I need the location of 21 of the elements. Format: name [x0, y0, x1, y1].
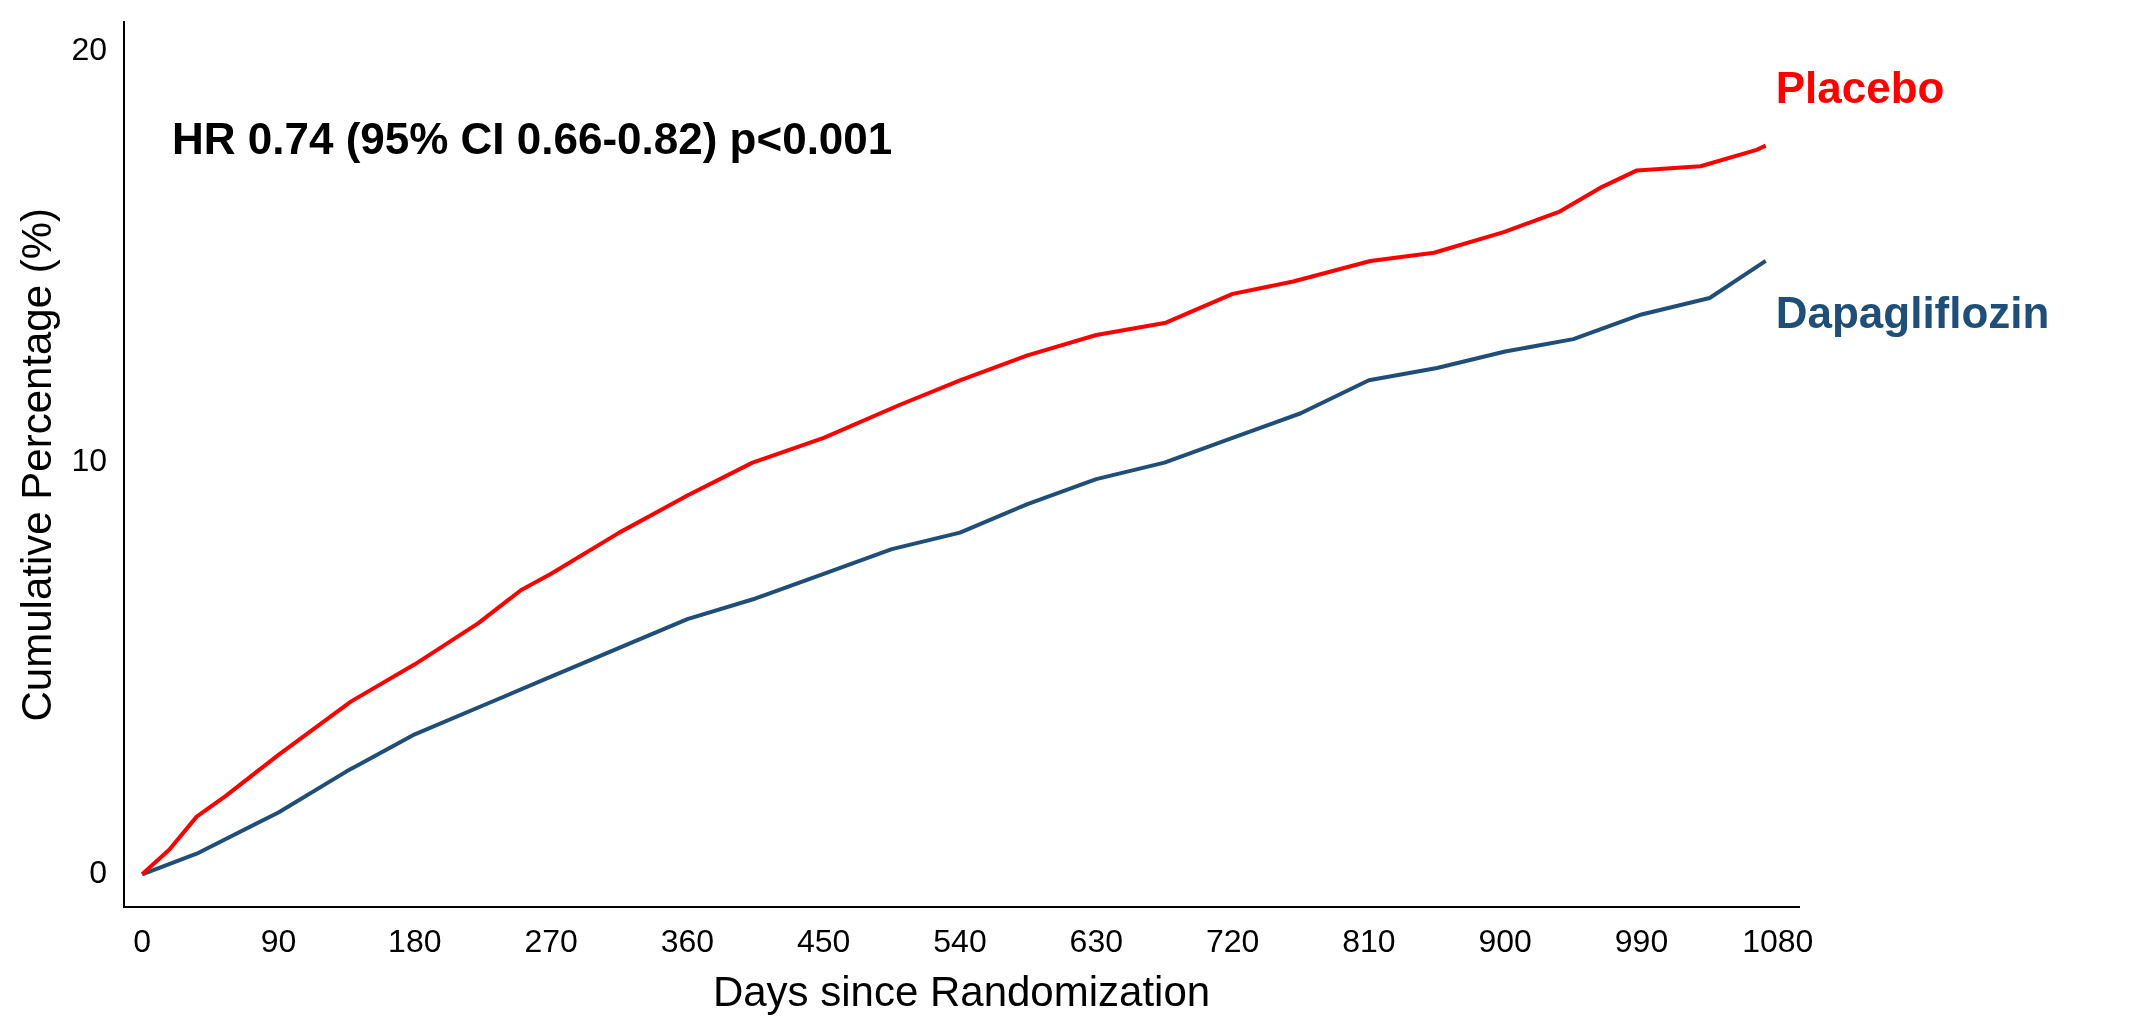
- x-tick-label: 450: [796, 923, 851, 960]
- series-label: Placebo: [1775, 62, 1945, 112]
- y-tick-label: 0: [89, 854, 107, 891]
- y-tick-label: 10: [71, 442, 107, 479]
- y-axis-title: Cumulative Percentage (%): [12, 207, 60, 722]
- x-tick-label: 630: [1069, 923, 1123, 960]
- x-tick-label: 810: [1342, 923, 1396, 960]
- x-tick-label: 270: [524, 923, 578, 960]
- y-tick-label: 20: [71, 30, 107, 67]
- x-tick-label: 990: [1614, 923, 1669, 960]
- x-tick-label: 0: [133, 923, 152, 960]
- series-label: Dapagliflozin: [1775, 288, 2050, 338]
- x-tick-label: 1080: [1742, 923, 1814, 960]
- x-tick-label: 720: [1205, 923, 1260, 960]
- x-tick-label: 900: [1478, 923, 1532, 960]
- x-tick-label: 360: [660, 923, 715, 960]
- x-tick-label: 540: [933, 923, 987, 960]
- x-tick-label: 180: [388, 923, 442, 960]
- x-axis-title: Days since Randomization: [712, 968, 1211, 1016]
- annotation: HR 0.74 (95% CI 0.66-0.82) p<0.001: [171, 114, 893, 164]
- x-tick-label: 90: [260, 923, 297, 960]
